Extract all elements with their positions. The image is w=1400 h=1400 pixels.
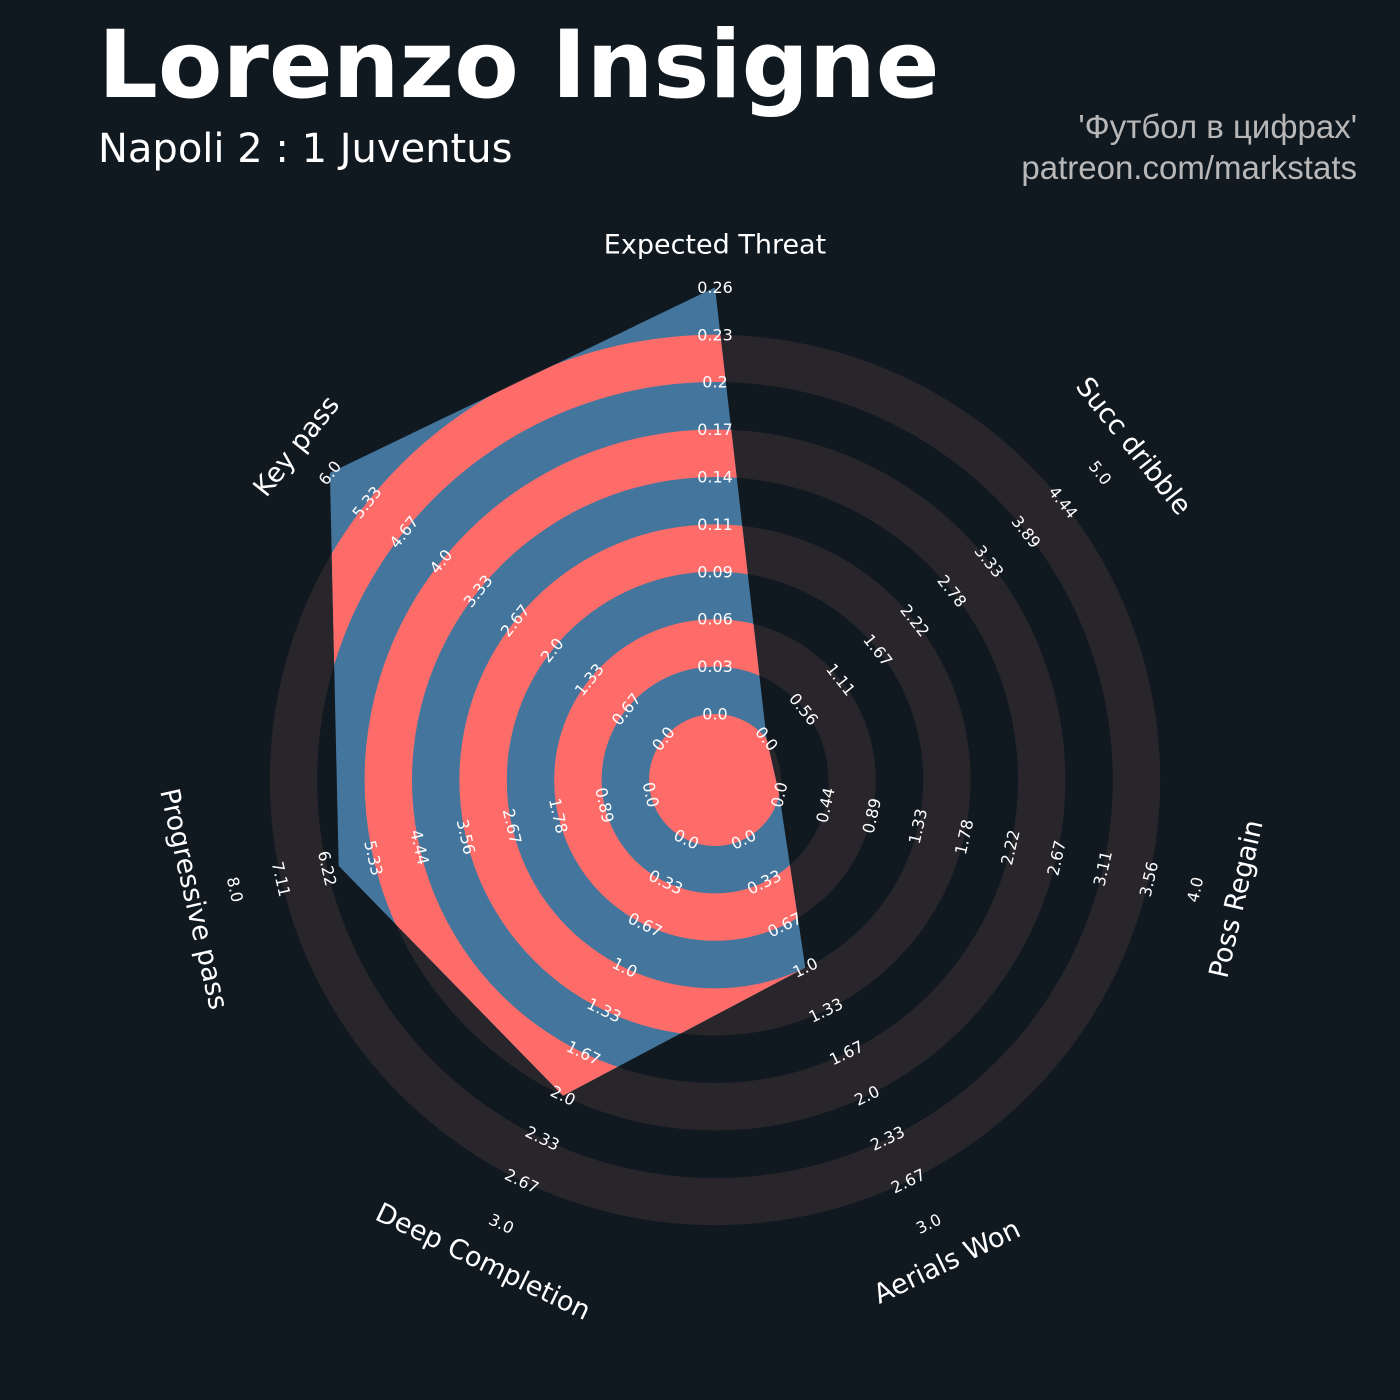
tick-label-0-8: 0.23 (697, 325, 733, 344)
player-band-0 (649, 714, 781, 846)
param-label-5: Progressive pass (153, 786, 233, 1013)
param-label-0: Expected Threat (604, 230, 826, 261)
tick-label-0-2: 0.06 (697, 610, 733, 629)
tick-label-0-3: 0.09 (697, 562, 733, 581)
credit-url: patreon.com/markstats (1021, 149, 1357, 187)
tick-label-0-6: 0.17 (697, 420, 733, 439)
param-label-4: Deep Completion (371, 1197, 596, 1327)
tick-label-2-9: 4.0 (1183, 875, 1207, 904)
tick-label-0-9: 0.26 (697, 278, 733, 297)
credit-block: 'Футбол в цифрах' patreon.com/markstats (1021, 106, 1357, 189)
tick-label-0-7: 0.2 (702, 373, 727, 392)
page-title: Lorenzo Insigne (98, 11, 940, 120)
tick-label-3-9: 3.0 (913, 1210, 944, 1238)
match-subtitle: Napoli 2 : 1 Juventus (98, 126, 513, 172)
tick-label-0-0: 0.0 (702, 705, 727, 724)
param-label-1: Succ dribble (1069, 372, 1197, 522)
tick-label-0-4: 0.11 (697, 515, 733, 534)
param-label-2: Poss Regain (1204, 817, 1270, 981)
tick-label-0-5: 0.14 (697, 468, 733, 487)
param-label-3: Aerials Won (869, 1214, 1025, 1311)
tick-label-4-9: 3.0 (486, 1210, 517, 1238)
tick-label-0-1: 0.03 (697, 657, 733, 676)
tick-label-1-9: 5.0 (1085, 457, 1116, 489)
tick-label-5-9: 8.0 (223, 875, 247, 904)
credit-source: 'Футбол в цифрах' (1078, 108, 1357, 145)
